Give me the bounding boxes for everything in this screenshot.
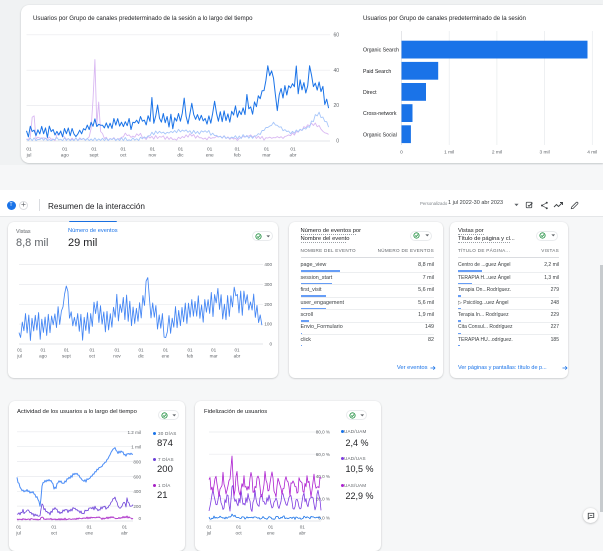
svg-text:01: 01	[87, 525, 93, 530]
svg-text:feb: feb	[187, 354, 194, 359]
svg-text:0: 0	[269, 342, 272, 347]
svg-text:oct: oct	[120, 153, 127, 159]
svg-text:ene: ene	[85, 531, 93, 536]
svg-text:01: 01	[300, 525, 306, 530]
svg-text:20,0 %: 20,0 %	[316, 496, 330, 501]
svg-text:200: 200	[133, 504, 141, 509]
svg-text:nov: nov	[113, 354, 121, 359]
svg-text:abr: abr	[290, 153, 297, 159]
svg-text:400: 400	[264, 262, 272, 267]
svg-text:dic: dic	[138, 354, 145, 359]
svg-text:40: 40	[333, 68, 339, 74]
svg-text:01: 01	[264, 147, 270, 153]
svg-text:300: 300	[264, 282, 272, 287]
svg-text:200: 200	[264, 302, 272, 307]
svg-text:oct: oct	[236, 531, 243, 536]
svg-text:3 mil: 3 mil	[540, 150, 550, 156]
svg-text:abr: abr	[121, 531, 128, 536]
svg-text:Paid Search: Paid Search	[363, 69, 391, 75]
svg-text:01: 01	[51, 525, 57, 530]
svg-text:1 mil: 1 mil	[444, 150, 454, 156]
svg-text:0: 0	[400, 150, 403, 156]
svg-text:01: 01	[236, 525, 242, 530]
svg-text:80,0 %: 80,0 %	[316, 430, 330, 435]
svg-text:jul: jul	[15, 531, 21, 536]
svg-text:abr: abr	[299, 531, 306, 536]
svg-text:nov: nov	[149, 154, 157, 159]
svg-text:01: 01	[89, 348, 95, 353]
svg-text:0,0 %: 0,0 %	[318, 516, 330, 521]
svg-text:01: 01	[207, 147, 213, 153]
svg-text:60,0 %: 60,0 %	[316, 452, 330, 457]
svg-text:01: 01	[17, 348, 23, 353]
svg-text:01: 01	[121, 147, 127, 153]
svg-text:4 mil: 4 mil	[587, 150, 597, 156]
svg-text:oct: oct	[51, 531, 58, 536]
svg-text:400: 400	[133, 489, 141, 494]
svg-text:0: 0	[336, 139, 339, 145]
svg-text:01: 01	[122, 525, 128, 530]
svg-text:20: 20	[333, 103, 339, 109]
svg-text:600: 600	[133, 474, 141, 479]
svg-text:mar: mar	[262, 153, 271, 159]
svg-text:01: 01	[163, 348, 169, 353]
svg-text:Cross-network: Cross-network	[363, 111, 397, 117]
svg-text:01: 01	[16, 525, 22, 530]
svg-text:Direct: Direct	[363, 90, 377, 96]
svg-text:01: 01	[234, 348, 240, 353]
svg-text:01: 01	[150, 147, 156, 153]
svg-text:sept: sept	[62, 354, 71, 359]
svg-text:jul: jul	[16, 354, 22, 359]
svg-text:01: 01	[178, 147, 184, 153]
svg-text:01: 01	[62, 147, 68, 153]
svg-text:mar: mar	[210, 354, 218, 359]
svg-text:01: 01	[64, 348, 70, 353]
svg-text:01: 01	[268, 525, 274, 530]
svg-text:ago: ago	[39, 354, 47, 359]
svg-text:ago: ago	[61, 154, 69, 159]
svg-text:01: 01	[26, 147, 32, 153]
svg-text:Organic Social: Organic Social	[363, 132, 397, 138]
svg-text:01: 01	[138, 348, 144, 353]
svg-text:40,0 %: 40,0 %	[316, 474, 330, 479]
svg-text:01: 01	[206, 525, 212, 530]
svg-text:100: 100	[264, 322, 272, 327]
svg-text:1.2 mil: 1.2 mil	[127, 430, 141, 435]
svg-text:dic: dic	[177, 153, 184, 159]
svg-text:0: 0	[138, 516, 141, 521]
svg-text:01: 01	[187, 348, 193, 353]
svg-text:jul: jul	[206, 531, 212, 536]
svg-text:800: 800	[133, 460, 141, 465]
svg-text:ene: ene	[162, 354, 170, 359]
svg-text:60: 60	[333, 32, 339, 38]
svg-text:sept: sept	[89, 153, 99, 159]
svg-text:oct: oct	[89, 354, 96, 359]
svg-text:abr: abr	[234, 354, 241, 359]
svg-text:feb: feb	[234, 153, 241, 159]
svg-text:01: 01	[290, 147, 296, 153]
svg-text:01: 01	[91, 147, 97, 153]
svg-text:ene: ene	[267, 531, 275, 536]
svg-text:Organic Search: Organic Search	[363, 48, 399, 54]
svg-text:1 mil: 1 mil	[131, 445, 141, 450]
svg-text:01: 01	[114, 348, 120, 353]
svg-text:01: 01	[235, 147, 241, 153]
svg-text:jul: jul	[26, 153, 32, 159]
svg-text:ene: ene	[206, 154, 214, 159]
svg-text:01: 01	[40, 348, 46, 353]
svg-text:2 mil: 2 mil	[492, 150, 502, 156]
svg-text:01: 01	[211, 348, 217, 353]
